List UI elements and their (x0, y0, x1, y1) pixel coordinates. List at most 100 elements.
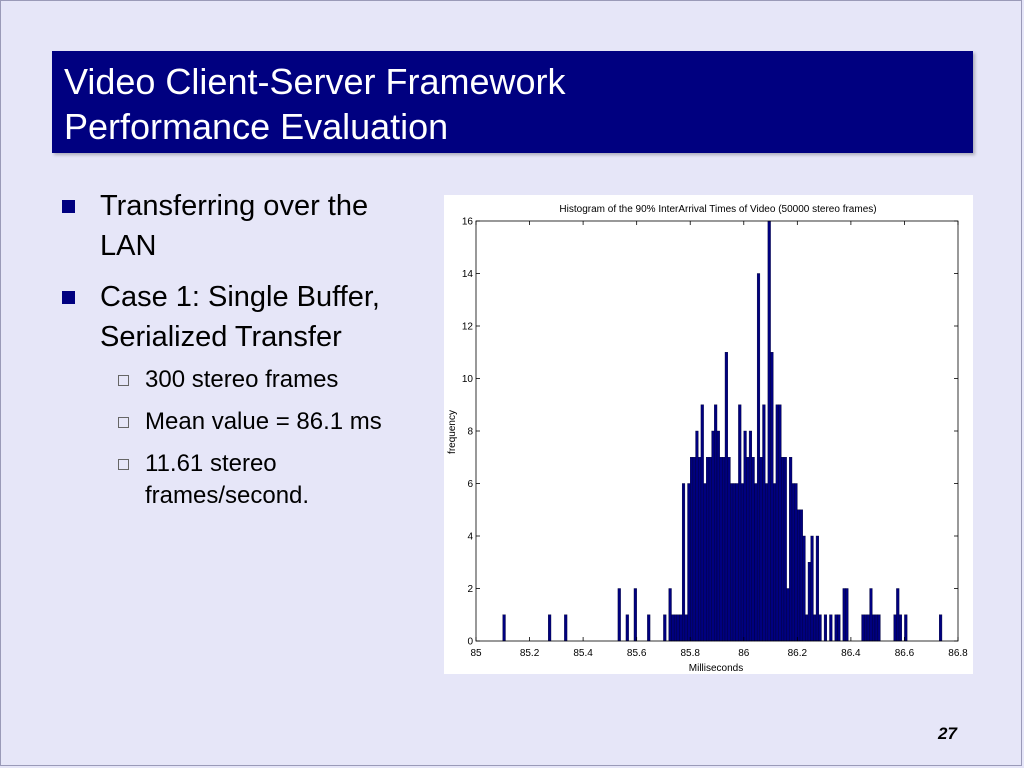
x-tick-label: 86.2 (788, 648, 808, 659)
histogram-bar (633, 588, 637, 642)
histogram-bar (690, 457, 694, 642)
histogram-bar (692, 457, 696, 642)
histogram-bar (668, 588, 672, 642)
histogram-bar (872, 614, 876, 642)
histogram-bar (663, 614, 667, 642)
histogram-bar (714, 404, 718, 642)
histogram-bar (708, 457, 712, 642)
y-tick-label: 2 (467, 584, 473, 595)
square-bullet-icon (62, 291, 75, 304)
histogram-bar (695, 430, 699, 642)
title-box: Video Client-Server Framework Performanc… (52, 51, 973, 153)
histogram-bar (730, 483, 734, 642)
bars-layer (502, 220, 943, 642)
histogram-bar (738, 404, 742, 642)
histogram-bar (759, 457, 763, 642)
histogram-bar (834, 614, 838, 642)
histogram-bar (799, 509, 803, 642)
histogram-bar (773, 483, 777, 642)
histogram-bar (866, 614, 870, 642)
histogram-bar (789, 457, 793, 642)
histogram-bar (765, 483, 769, 642)
y-tick-label: 16 (462, 217, 474, 228)
histogram-bar (818, 614, 822, 642)
histogram-bar (794, 483, 798, 642)
slide-title-line-1: Video Client-Server Framework (64, 61, 566, 102)
histogram-bar (815, 535, 819, 642)
x-tick-label: 85 (470, 648, 482, 659)
histogram-bar (625, 614, 629, 642)
histogram-bar (502, 614, 506, 642)
histogram-bar (735, 483, 739, 642)
y-axis-label: frequency (447, 410, 458, 454)
x-tick-label: 85.8 (680, 648, 700, 659)
histogram-bar (700, 404, 704, 642)
histogram-bar (786, 588, 790, 642)
histogram-bar (698, 457, 702, 642)
page-number: 27 (938, 724, 957, 743)
x-tick-label: 85.6 (627, 648, 647, 659)
histogram-bar (861, 614, 865, 642)
bullet-text: Transferring over the (100, 190, 369, 222)
y-tick-label: 12 (462, 322, 474, 333)
histogram-bar (898, 614, 902, 642)
histogram-chart-panel: Histogram of the 90% InterArrival Times … (444, 195, 973, 674)
sub-bullet-text: 11.61 stereo (145, 450, 277, 477)
y-tick-label: 0 (467, 637, 473, 648)
axes-layer: 85 85.2 85.4 85.6 85.8 86 86.2 86.4 86.6 86.8 0 2 4 6… (462, 217, 968, 660)
histogram-bar (783, 457, 787, 642)
histogram-bar (869, 588, 873, 642)
histogram-bar (724, 352, 728, 642)
histogram-bar (647, 614, 651, 642)
slide-title-line-2: Performance Evaluation (64, 106, 449, 147)
histogram-bar (896, 588, 900, 642)
histogram-bar (703, 483, 707, 642)
x-axis-label: Milliseconds (689, 663, 743, 674)
histogram-bar (716, 430, 720, 642)
histogram-bar (727, 457, 731, 642)
histogram-bar (845, 588, 849, 642)
histogram-bar (756, 273, 761, 642)
histogram-bar (676, 614, 680, 642)
hollow-square-bullet-icon (118, 375, 129, 386)
histogram-bar (746, 457, 750, 642)
chart-title: Histogram of the 90% InterArrival Times … (559, 204, 876, 215)
histogram-bar (781, 457, 785, 642)
histogram-bar (719, 457, 723, 642)
y-tick-label: 8 (467, 427, 473, 438)
histogram-bar (681, 483, 686, 642)
histogram-bar (732, 483, 736, 642)
x-tick-label: 85.4 (573, 648, 593, 659)
x-tick-label: 86.4 (841, 648, 861, 659)
histogram-bar (805, 614, 809, 642)
histogram-bar (823, 614, 827, 642)
x-tick-label: 86.6 (895, 648, 915, 659)
histogram-bar (775, 404, 779, 642)
histogram-bar (810, 535, 814, 642)
y-tick-label: 4 (467, 532, 473, 543)
histogram-bar (791, 483, 795, 642)
histogram-bar (770, 352, 774, 642)
histogram-bar (748, 430, 753, 642)
histogram-bar (829, 614, 833, 642)
hollow-square-bullet-icon (118, 417, 129, 428)
x-tick-label: 86.8 (948, 648, 968, 659)
y-tick-label: 14 (462, 269, 474, 280)
histogram-bar (874, 614, 878, 642)
histogram-bar (740, 483, 744, 642)
histogram-bar (706, 457, 710, 642)
bullet-text: Serialized Transfer (100, 321, 342, 353)
histogram-bar (564, 614, 568, 642)
histogram-bar (617, 588, 621, 642)
histogram-bar (802, 535, 806, 642)
y-tick-label: 6 (467, 479, 473, 490)
histogram-bar (751, 457, 755, 642)
histogram-bar (813, 614, 817, 642)
histogram-bar (722, 457, 726, 642)
sub-bullet-text: Mean value = 86.1 ms (145, 408, 382, 435)
histogram-bar (679, 614, 683, 642)
histogram-chart: Histogram of the 90% InterArrival Times … (447, 204, 968, 674)
histogram-bar (837, 614, 841, 642)
histogram-bar (671, 614, 675, 642)
histogram-bar (684, 614, 688, 642)
